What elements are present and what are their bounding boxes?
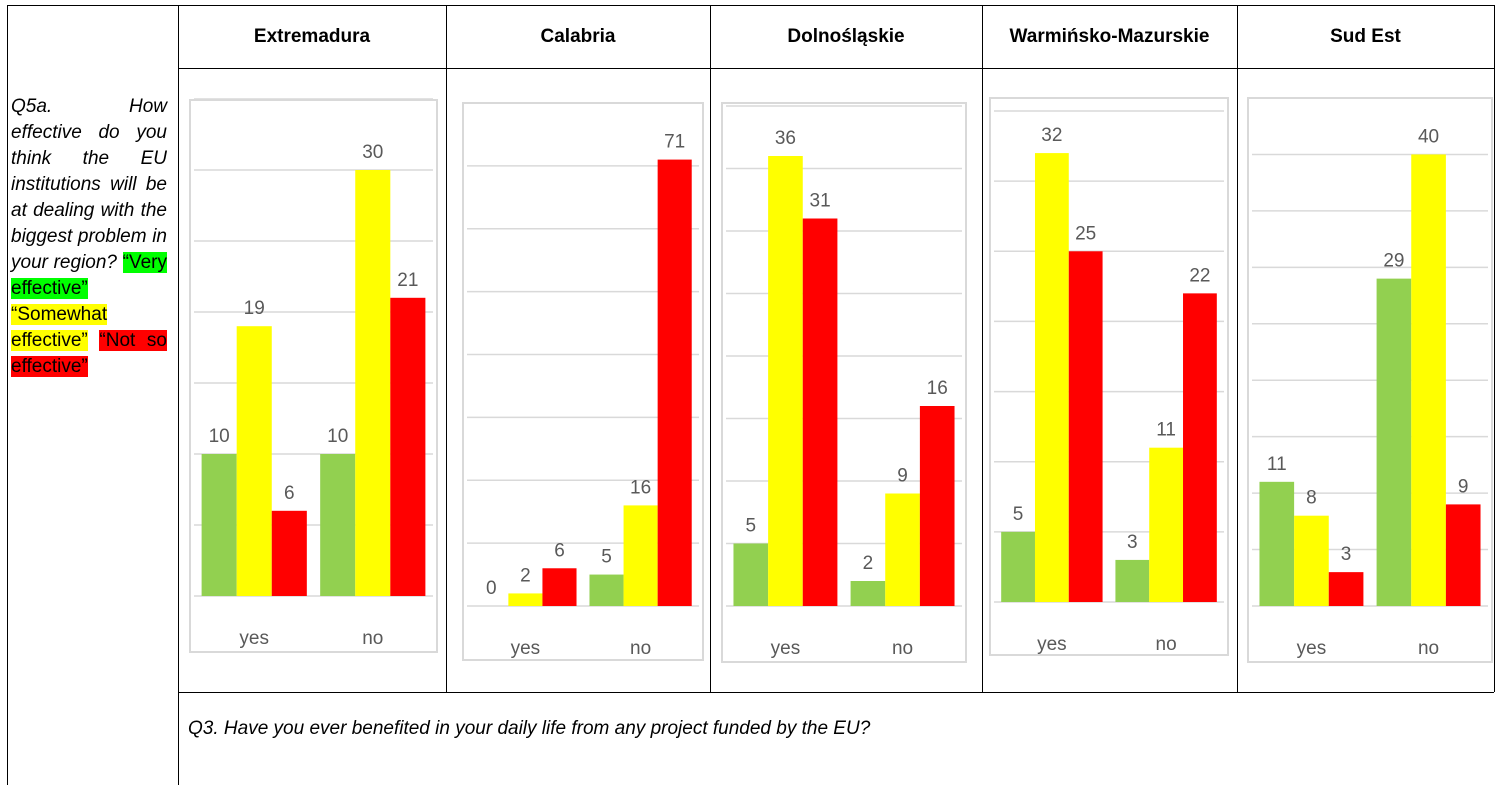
table-border	[1237, 5, 1238, 692]
bar	[657, 159, 692, 606]
bar	[271, 510, 307, 596]
table-border	[1494, 5, 1495, 692]
value-label: 31	[810, 191, 831, 212]
value-label: 5	[601, 547, 612, 568]
bar	[919, 406, 955, 606]
table-border	[446, 5, 447, 692]
value-label: 3	[1341, 544, 1352, 565]
value-label: 9	[897, 466, 908, 487]
value-label: 40	[1418, 126, 1439, 147]
x-tick-label: yes	[239, 628, 269, 649]
question: Q5a. How effective do you think the EU i…	[11, 96, 167, 273]
bar	[1149, 447, 1184, 602]
value-label: 6	[284, 483, 295, 504]
value-label: 30	[362, 142, 383, 163]
bar	[542, 568, 577, 606]
value-label: 9	[1458, 476, 1469, 497]
bar	[1259, 481, 1295, 606]
bar	[1183, 293, 1217, 602]
bar	[1376, 278, 1412, 606]
value-label: 10	[209, 426, 230, 447]
table-border	[710, 5, 711, 692]
value-label: 0	[486, 578, 497, 599]
value-label: 6	[554, 540, 565, 561]
column-header: Sud Est	[1330, 25, 1401, 47]
table-border	[178, 5, 179, 785]
table-border	[7, 5, 8, 785]
bar	[1445, 504, 1481, 606]
value-label: 8	[1306, 488, 1317, 509]
value-label: 19	[244, 298, 265, 319]
value-label: 71	[664, 132, 685, 153]
x-tick-label: no	[892, 638, 913, 659]
value-label: 10	[327, 426, 348, 447]
bar	[508, 593, 543, 606]
bar	[623, 505, 658, 606]
bar	[1294, 515, 1329, 606]
bar	[1068, 251, 1103, 603]
table-border	[982, 5, 983, 692]
column-header: Warmińsko-Mazurskie	[1009, 25, 1210, 47]
value-label: 32	[1041, 125, 1062, 146]
bar	[390, 297, 426, 596]
value-label: 22	[1189, 265, 1210, 286]
value-label: 2	[863, 553, 874, 574]
bar	[1115, 559, 1150, 602]
value-label: 29	[1383, 251, 1404, 272]
value-label: 25	[1075, 223, 1096, 244]
question-cell: Q5a. How effective do you think the EU i…	[11, 94, 168, 380]
value-label: 11	[1156, 420, 1176, 441]
table-border	[7, 5, 1494, 6]
bar	[768, 156, 803, 606]
x-tick-label: no	[630, 638, 651, 659]
x-tick-label: yes	[511, 638, 541, 659]
value-label: 5	[746, 516, 757, 537]
value-label: 11	[1267, 454, 1287, 475]
bar	[733, 543, 769, 606]
column-header: Dolnośląskie	[787, 25, 905, 47]
value-label: 36	[775, 128, 796, 149]
bar	[1034, 153, 1069, 603]
bar	[236, 326, 272, 596]
bar	[201, 454, 237, 596]
bar	[320, 454, 356, 596]
x-tick-label: yes	[1297, 638, 1327, 659]
bar	[802, 218, 838, 606]
value-label: 2	[520, 565, 531, 586]
column-header: Calabria	[540, 25, 616, 47]
bar	[589, 574, 624, 606]
value-label: 16	[927, 378, 948, 399]
bar	[1328, 572, 1364, 606]
x-tick-label: yes	[771, 638, 801, 659]
footer: Q3. Have you ever benefited in your dail…	[188, 718, 871, 739]
value-label: 5	[1013, 504, 1024, 525]
x-tick-label: yes	[1037, 634, 1067, 655]
bar	[1411, 154, 1446, 606]
bar	[355, 170, 391, 596]
bar	[885, 493, 920, 606]
x-tick-label: no	[362, 628, 383, 649]
bar	[850, 581, 886, 606]
value-label: 21	[397, 270, 418, 291]
table-border	[178, 692, 1494, 693]
column-header: Extremadura	[253, 25, 371, 47]
table-border	[178, 68, 1494, 69]
value-label: 3	[1127, 532, 1138, 553]
x-tick-label: no	[1418, 638, 1439, 659]
value-label: 16	[630, 477, 651, 498]
bar	[1001, 531, 1035, 602]
x-tick-label: no	[1156, 634, 1177, 655]
